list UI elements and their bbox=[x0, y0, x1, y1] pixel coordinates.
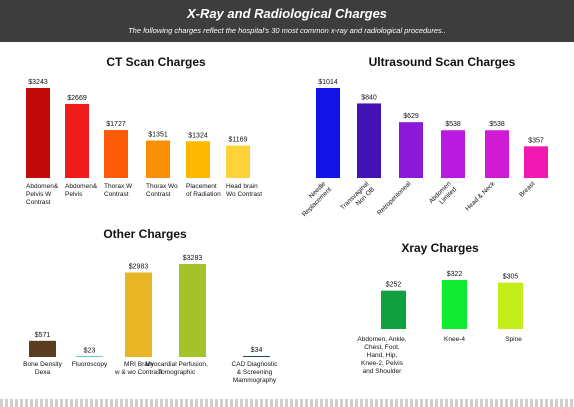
category-label: Head brain Wo Contrast bbox=[226, 183, 262, 198]
chart-title: Other Charges bbox=[103, 227, 187, 241]
category-label: TransvaginalNon OB bbox=[339, 180, 376, 217]
bar bbox=[498, 282, 523, 329]
chart-1: CT Scan Charges $3243 Abdomen& Pelvis W Cont… bbox=[26, 55, 262, 206]
chart-title: Ultrasound Scan Charges bbox=[369, 55, 516, 69]
data-label: $538 bbox=[445, 121, 461, 128]
bar bbox=[26, 88, 50, 178]
category-label: NeedleReplacement bbox=[295, 180, 333, 218]
data-label: $34 bbox=[251, 347, 263, 354]
category-label: Abdomen, Ankle, Chest, Foot, Hand, Hip, Kne… bbox=[357, 336, 406, 375]
chart-2: Ultrasound Scan Charges $1014 NeedleReplac… bbox=[295, 55, 548, 218]
page-header: X-Ray and Radiological Charges The follo… bbox=[0, 0, 574, 42]
bar bbox=[442, 280, 467, 329]
chart-4: Xray Charges $252 Abdomen, Ankle, Chest, Fo… bbox=[357, 241, 523, 375]
data-label: $357 bbox=[528, 137, 544, 144]
category-label: Spine bbox=[505, 336, 522, 343]
bar bbox=[226, 145, 250, 178]
bar bbox=[441, 130, 465, 178]
page-title: X-Ray and Radiological Charges bbox=[186, 6, 388, 21]
data-label: $322 bbox=[447, 271, 463, 278]
category-label: Retroperitoneal bbox=[376, 180, 413, 217]
bar bbox=[316, 88, 340, 178]
data-label: $305 bbox=[503, 274, 519, 281]
data-label: $2669 bbox=[67, 95, 87, 102]
bar bbox=[146, 140, 170, 178]
data-label: $3243 bbox=[28, 79, 48, 86]
data-label: $538 bbox=[489, 121, 505, 128]
chart-title: CT Scan Charges bbox=[106, 55, 206, 69]
data-label: $840 bbox=[361, 94, 377, 101]
category-label: Head & Neck bbox=[464, 180, 497, 213]
category-label: CAD Diagnostic & Screening Mammography bbox=[232, 361, 279, 384]
category-label: Placement of Radiation bbox=[186, 183, 221, 198]
data-label: $1727 bbox=[106, 121, 126, 128]
bar bbox=[524, 146, 548, 178]
category-label: Abdomen& Pelvis bbox=[65, 183, 98, 198]
category-label: Breast bbox=[518, 180, 536, 198]
bar bbox=[485, 130, 509, 178]
data-label: $571 bbox=[35, 332, 51, 339]
bar bbox=[76, 356, 103, 357]
data-label: $3283 bbox=[183, 255, 203, 262]
bar bbox=[357, 103, 381, 178]
category-label: Knee-4 bbox=[444, 336, 465, 343]
data-label: $1169 bbox=[229, 137, 248, 144]
category-label: AbdomenLimited bbox=[428, 180, 459, 211]
chart-3: Other Charges $571 Bone Density Dexa $23 Fluo… bbox=[23, 227, 278, 384]
category-label: Bone Density Dexa bbox=[23, 361, 62, 376]
data-label: $252 bbox=[386, 282, 402, 289]
category-label: Fluoroscopy bbox=[72, 361, 108, 368]
data-label: $629 bbox=[403, 113, 419, 120]
bar bbox=[179, 264, 206, 357]
bar bbox=[29, 340, 56, 357]
bar bbox=[399, 122, 423, 178]
data-label: $2983 bbox=[129, 263, 149, 270]
category-label: Myocardial Perfusion, Tomographic bbox=[145, 361, 208, 376]
category-label: Thorax W Contrast bbox=[104, 183, 133, 198]
page-subtitle: The following charges reflect the hospit… bbox=[128, 26, 446, 35]
bar bbox=[104, 130, 128, 178]
category-label: Thorax Wo Contrast bbox=[146, 183, 178, 198]
category-label: MRI Brain w & wo Contrast bbox=[114, 361, 163, 376]
bar bbox=[186, 141, 210, 178]
category-label: Abdomen& Pelvis W Contrast bbox=[26, 183, 59, 206]
bar bbox=[125, 272, 152, 357]
bar bbox=[65, 103, 89, 178]
bottom-torn-edge bbox=[0, 399, 574, 407]
data-label: $1014 bbox=[318, 79, 338, 86]
data-label: $23 bbox=[84, 347, 96, 354]
bar bbox=[381, 290, 406, 329]
chart-title: Xray Charges bbox=[401, 241, 479, 255]
data-label: $1351 bbox=[148, 132, 168, 139]
data-label: $1324 bbox=[188, 132, 208, 139]
bar bbox=[243, 356, 270, 357]
